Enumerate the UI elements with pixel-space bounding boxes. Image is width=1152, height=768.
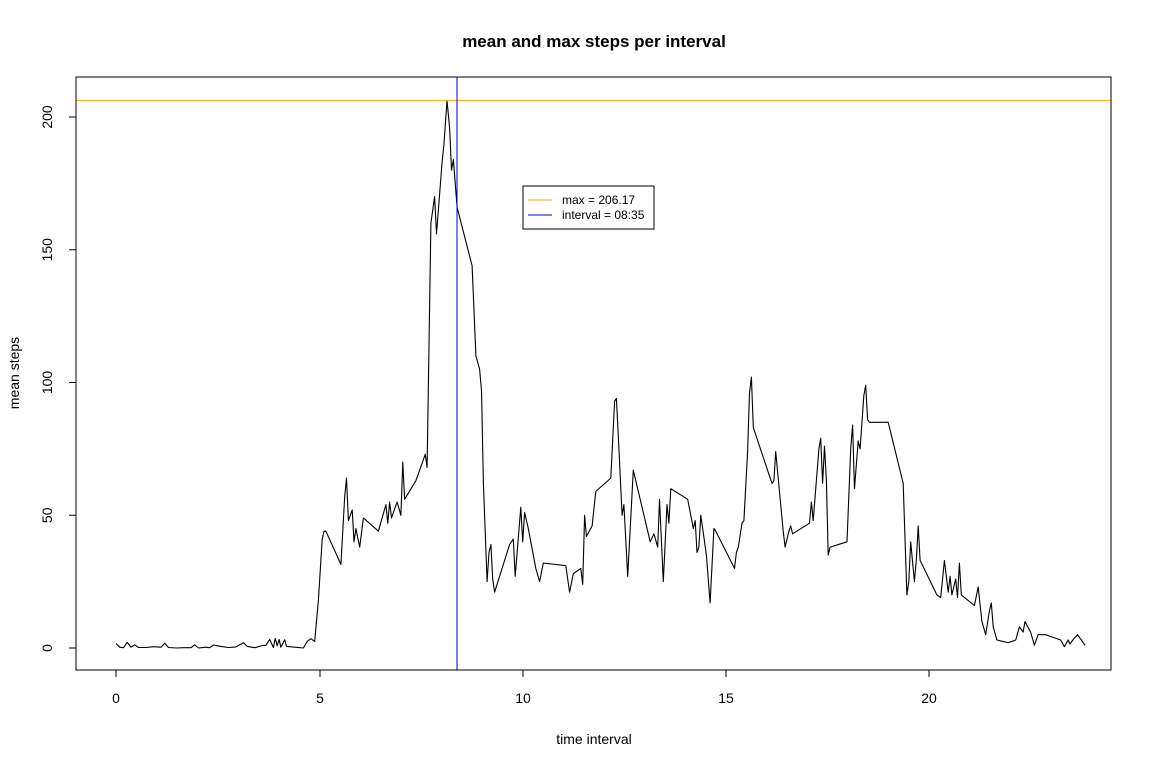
legend-box bbox=[522, 185, 655, 230]
y-tick-label-0: 0 bbox=[39, 644, 55, 652]
legend-label-interval: interval = 08:35 bbox=[562, 208, 645, 222]
x-tick-label-20: 20 bbox=[921, 690, 937, 706]
y-tick-label-200: 200 bbox=[39, 105, 55, 129]
y-tick-label-150: 150 bbox=[39, 238, 55, 262]
x-tick-label-10: 10 bbox=[515, 690, 531, 706]
y-axis-label: mean steps bbox=[6, 337, 22, 409]
legend: max = 206.17 interval = 08:35 bbox=[522, 185, 655, 230]
x-axis-label: time interval bbox=[556, 731, 631, 747]
chart-title: mean and max steps per interval bbox=[462, 32, 726, 51]
x-tick-label-0: 0 bbox=[112, 690, 120, 706]
x-tick-label-15: 15 bbox=[718, 690, 734, 706]
y-tick-label-50: 50 bbox=[39, 507, 55, 523]
series-line-mean-steps bbox=[115, 100, 1086, 649]
plot-frame bbox=[75, 76, 1112, 671]
y-tick-label-100: 100 bbox=[39, 371, 55, 395]
legend-label-max: max = 206.17 bbox=[562, 193, 635, 207]
x-tick-label-5: 5 bbox=[316, 690, 324, 706]
